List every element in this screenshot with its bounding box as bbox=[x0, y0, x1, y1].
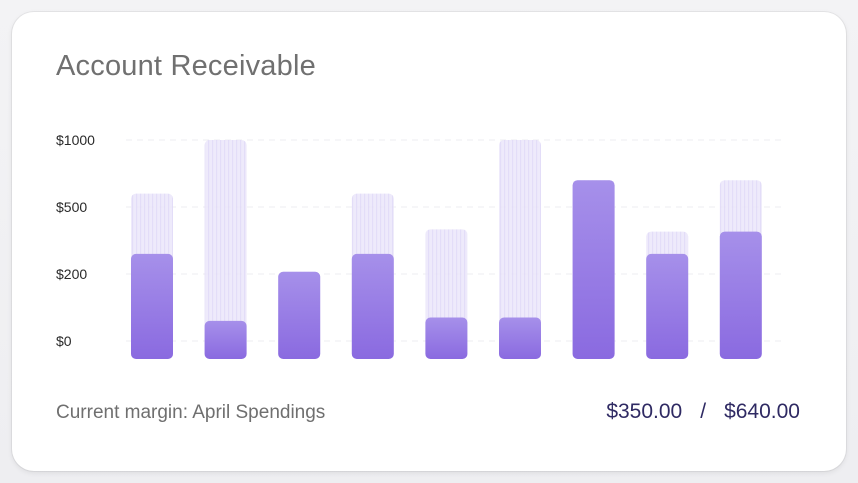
data-bar bbox=[499, 317, 541, 359]
current-margin-label: Current margin: April Spendings bbox=[56, 402, 326, 423]
data-bar bbox=[351, 253, 394, 359]
data-bar bbox=[719, 231, 762, 359]
data-bar bbox=[131, 253, 173, 359]
current-value: $350.00 bbox=[606, 400, 683, 423]
card-title: Account Receivable bbox=[56, 50, 316, 82]
value-separator: / bbox=[700, 400, 707, 423]
y-tick-label: $1000 bbox=[56, 132, 95, 148]
y-tick-label: $200 bbox=[56, 266, 87, 282]
ghost-bar bbox=[204, 140, 247, 359]
margin-values: $350.00 / $640.00 bbox=[606, 400, 800, 424]
y-tick-label: $0 bbox=[56, 333, 72, 349]
ghost-bar bbox=[499, 140, 541, 359]
y-tick-label: $500 bbox=[56, 199, 87, 215]
data-bar bbox=[425, 317, 468, 359]
data-bar bbox=[572, 180, 615, 359]
bar-chart: $0 $200 $500 $1000 bbox=[56, 132, 782, 359]
data-bar bbox=[204, 320, 247, 359]
account-receivable-card: Account Receivable $0 $200 $500 $1000 Curre… bbox=[12, 12, 846, 471]
total-value: $640.00 bbox=[724, 400, 800, 423]
data-bar bbox=[646, 253, 689, 359]
data-bar bbox=[278, 271, 321, 359]
